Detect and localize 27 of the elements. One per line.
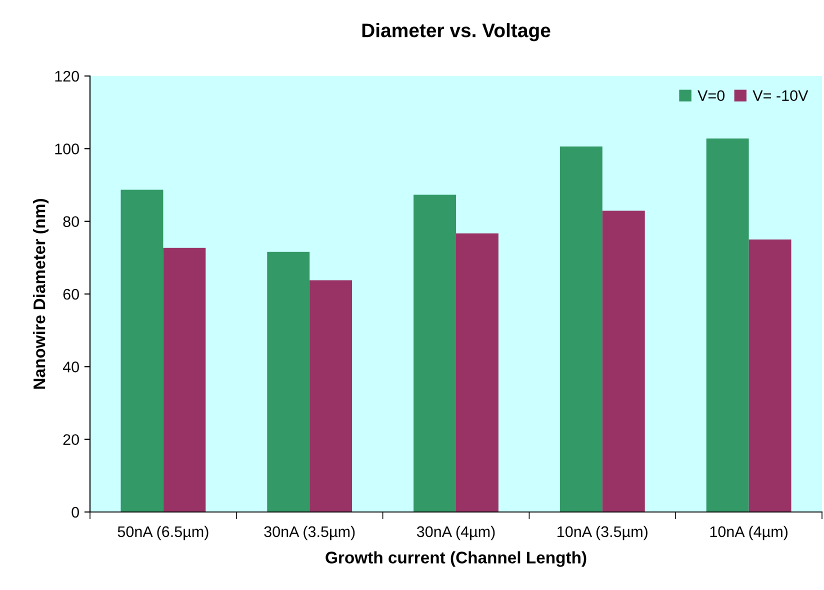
y-tick-label: 120 [55, 70, 79, 82]
y-tick-label: 0 [72, 506, 79, 518]
bar [706, 138, 749, 512]
x-tick-label: 30nA (3.5µm) [264, 526, 355, 540]
x-tick-label: 50nA (6.5µm) [118, 526, 208, 540]
bar [456, 233, 498, 512]
bar [163, 248, 206, 512]
bar [120, 190, 164, 512]
x-tick-label: 30nA (4µm) [416, 526, 495, 540]
y-axis-title: Nanowire Diameter (nm) [33, 198, 49, 389]
bar [560, 146, 602, 512]
legend-label: V= -10V [752, 90, 808, 102]
y-tick-label: 80 [63, 216, 79, 228]
bar [602, 210, 645, 512]
x-axis-title: Growth current (Channel Length) [326, 551, 586, 567]
y-tick-label: 100 [55, 144, 79, 154]
x-tick-label: 10nA (4µm) [710, 526, 788, 540]
bar [267, 252, 310, 512]
y-tick-label: 60 [63, 288, 79, 300]
legend-label: V=0 [698, 90, 725, 102]
bar [310, 280, 352, 512]
y-tick-label: 40 [62, 362, 79, 372]
chart-title: Diameter vs. Voltage [362, 23, 550, 42]
bar [748, 240, 792, 512]
x-tick-label: 10nA (3.5µm) [558, 526, 648, 540]
y-tick-label: 20 [63, 434, 79, 446]
bar [414, 194, 456, 512]
